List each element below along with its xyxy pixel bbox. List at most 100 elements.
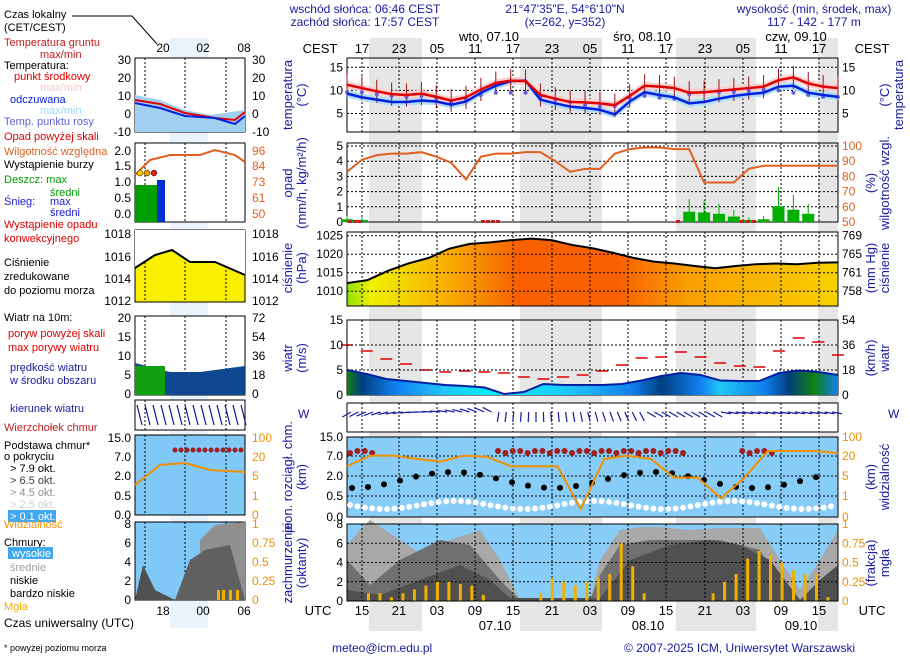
cloud-dot-79: [445, 469, 451, 476]
legend-top-dot: [196, 447, 202, 453]
legend-cl-high: wysokie: [11, 548, 51, 560]
legend-feels-maxmin: max/min: [40, 105, 82, 117]
precip-tick: 1: [336, 200, 343, 214]
cloud-top-dot: [754, 448, 760, 454]
humidity-right-unit: wilgotność wzgl.: [877, 136, 892, 231]
convective-mark: [752, 220, 756, 223]
dewpoint-dot: [597, 104, 602, 109]
cloud-top-dot: [369, 450, 376, 456]
legend-fog-bar: [236, 590, 239, 600]
dewpoint-dot: [746, 88, 751, 93]
fog-bar: [401, 593, 405, 601]
elevation-info: wysokość (min, środek, max) 117 - 142 - …: [720, 3, 908, 29]
legend-fog-tick: 0: [252, 593, 259, 607]
cloud-dot-79: [621, 472, 627, 479]
coordinates: 21°47'35"E, 54°6'10"N: [505, 2, 625, 16]
email-link[interactable]: meteo@icm.edu.pl: [332, 641, 433, 655]
cloud-dot-01: [754, 500, 760, 507]
convective-mark: [676, 220, 680, 223]
legend-visibility-line: [134, 461, 246, 486]
utc-tick: 09: [468, 603, 482, 618]
cloud-dot-01: [509, 505, 516, 512]
wind-tick: 15: [330, 313, 344, 327]
legend-cl-tick: 4: [124, 555, 131, 569]
cloud-top-dot: [583, 448, 590, 454]
local-tick: 17: [812, 41, 826, 56]
visibility-tick: 100: [842, 430, 862, 444]
cloud-top-dot: [561, 448, 568, 454]
dewpoint-dot: [642, 93, 647, 98]
utc-tick: 21: [698, 603, 712, 618]
wind-right-unit: wiatr: [877, 344, 892, 373]
grid-coords: (x=262, y=352): [524, 15, 606, 29]
cloud-dot-01: [628, 502, 635, 509]
visibility-right-label: (km): [863, 464, 878, 490]
cloud-top-dot: [680, 450, 686, 456]
pressure-tick: 1025: [316, 229, 343, 243]
dewpoint-dot: [583, 103, 588, 108]
legend-precip-over: Opad powyżej skali: [4, 131, 99, 143]
cloud-dot-01: [347, 502, 353, 508]
cloud-dot-01: [672, 505, 679, 512]
pressure-right-unit: ciśnienie: [877, 243, 892, 294]
legend-pressure-tick: 1012: [104, 294, 131, 308]
local-tick: 23: [392, 41, 406, 56]
fog-bar: [723, 581, 727, 601]
cloud-dot-01: [776, 503, 783, 510]
legend-wind-speed: prędkość wiatru: [10, 362, 87, 374]
precip-avg-bar: [683, 211, 696, 222]
pressure-tick-r: 758: [842, 284, 862, 298]
legend-top-dot: [238, 447, 244, 453]
fog-tick: 0.25: [842, 575, 866, 589]
legend-wind-tick-r: 18: [252, 368, 266, 382]
pressure-tick-r: 765: [842, 247, 862, 261]
cloud-dot-01: [376, 505, 383, 512]
legend-cb-tick: 15.0: [108, 431, 132, 445]
fog-bar: [780, 562, 784, 601]
fog-bar: [562, 581, 566, 601]
wind-arrow: [385, 411, 396, 415]
legend-fog-bar: [222, 590, 225, 600]
cloud-dot-01: [406, 503, 413, 510]
legend-wind-tick-r: 0: [252, 387, 259, 401]
wind-speed-line: [346, 369, 839, 396]
cloud-top-dot: [613, 450, 620, 456]
fog-tick: 0.75: [842, 536, 866, 550]
wind-arrow: [482, 406, 492, 413]
cloud-dot-01: [694, 502, 701, 509]
cloud-dot-01: [798, 505, 805, 512]
wind-right-label: (km/h): [863, 340, 878, 377]
wind-arrow: [467, 407, 478, 413]
local-tick: 05: [583, 41, 597, 56]
legend-humidity-line: [134, 148, 246, 176]
legend-wind-arrow: [208, 404, 215, 426]
convective-mark: [481, 220, 485, 223]
humidity-tick: 70: [842, 185, 856, 199]
wind-arrow: [661, 411, 671, 418]
legend-pressure-sub1: zredukowane: [4, 271, 69, 283]
pressure-tick-r: 769: [842, 229, 862, 243]
legend-temp-tick-r: 10: [252, 89, 266, 103]
legend-wind-tick: 10: [118, 349, 132, 363]
cloud-top-dot: [739, 448, 746, 454]
precip-avg-bar: [757, 219, 770, 222]
cloud-dot-79: [477, 471, 483, 478]
cloudbase-tick: 0.5: [326, 489, 343, 503]
cloud-dot-79: [637, 469, 643, 476]
wind-arrow: [437, 409, 448, 413]
cloud-top-dot: [347, 450, 353, 456]
wind-arrow: [594, 411, 599, 422]
local-tick: 17: [506, 41, 520, 56]
visibility-right-unit: widzialność: [877, 443, 892, 511]
utc-tick: 09: [621, 603, 635, 618]
pressure-tick-r: 761: [842, 266, 862, 280]
legend-okt: > 6.5 okt.: [10, 475, 56, 487]
utc-date: 08.10: [632, 618, 665, 633]
temp-tick-r: 10: [842, 83, 856, 97]
legend-wind-arrow: [240, 404, 247, 426]
wind-tick-r: 0: [842, 388, 849, 402]
legend-ground-temp: Temperatura gruntu: [4, 37, 100, 49]
temp-tick: 15: [330, 60, 344, 74]
legend-local-tick: 08: [237, 41, 251, 55]
feels-line: [346, 79, 839, 116]
